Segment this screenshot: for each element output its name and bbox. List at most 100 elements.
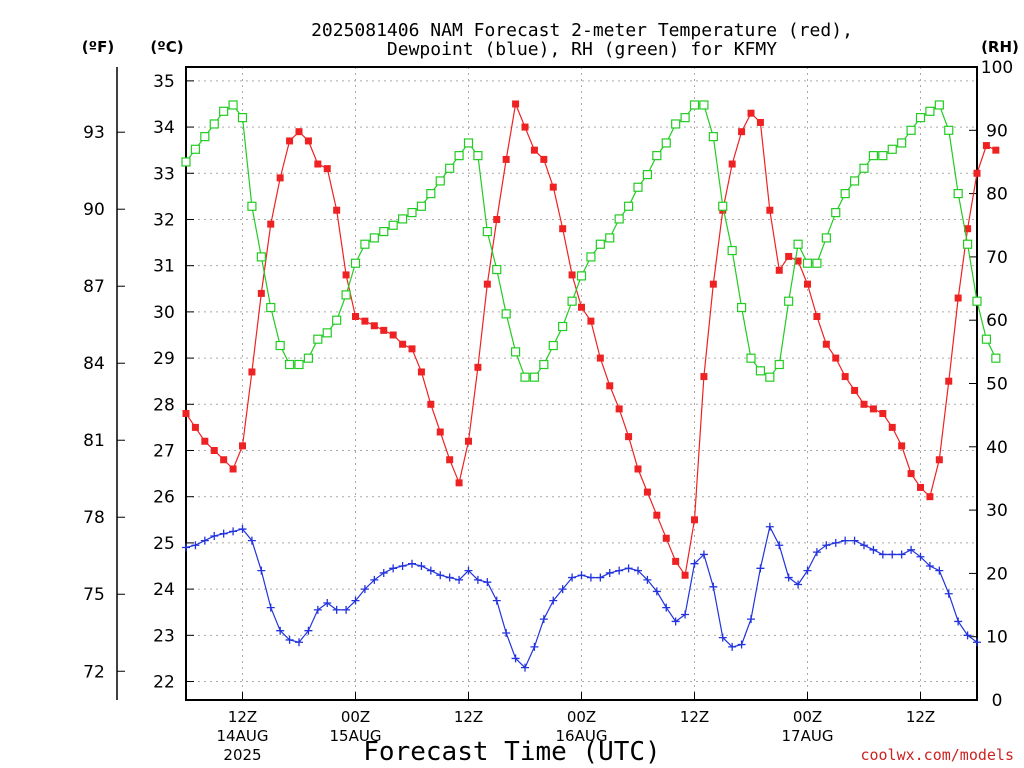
temperature-point [380, 326, 388, 334]
temperature-point [389, 331, 397, 339]
rh-point [962, 239, 973, 249]
rh-point [991, 353, 1001, 363]
dewpoint-series [182, 522, 981, 672]
dewpoint-point [530, 642, 539, 651]
rh-series [181, 100, 1001, 382]
celsius-tick-label: 32 [153, 210, 175, 230]
temperature-point [399, 340, 407, 348]
dewpoint-point [586, 573, 595, 582]
temperature-point [625, 433, 633, 441]
time-tick-label: 12Z [680, 708, 709, 726]
rh-tick-label: 10 [986, 628, 1008, 648]
time-tick-label: 12Z [906, 708, 935, 726]
rh-point [237, 113, 248, 123]
dewpoint-point [794, 580, 803, 589]
temperature-point [775, 266, 783, 274]
temperature-point [549, 183, 557, 191]
temperature-point [229, 465, 237, 473]
temperature-point [596, 354, 604, 362]
dewpoint-point [389, 564, 398, 573]
temperature-point [672, 557, 680, 565]
rh-tick-label: 20 [986, 564, 1008, 584]
fahrenheit-tick-label: 84 [83, 354, 105, 374]
celsius-tick-label: 35 [153, 72, 175, 92]
temperature-point [248, 368, 256, 376]
celsius-tick-label: 34 [153, 118, 175, 138]
dewpoint-point [464, 566, 473, 575]
time-tick-date: 16AUG [556, 727, 608, 745]
rh-point [774, 359, 784, 370]
dewpoint-point [266, 603, 275, 612]
rh-point [558, 321, 568, 332]
celsius-tick-label: 26 [153, 488, 175, 508]
temperature-point [898, 442, 906, 450]
dewpoint-point [502, 629, 511, 638]
rh-point [614, 214, 624, 224]
temperature-point [417, 368, 425, 376]
temperature-point [634, 465, 642, 473]
temperature-point [352, 313, 359, 321]
rh-point [369, 233, 379, 243]
temperature-point [643, 488, 651, 496]
dewpoint-point [408, 559, 416, 568]
temperature-point [917, 483, 924, 491]
temperature-point [427, 400, 435, 408]
gridlines [186, 67, 977, 700]
dewpoint-point [615, 566, 624, 575]
dewpoint-point [539, 615, 548, 624]
dewpoint-point [888, 550, 897, 559]
dewpoint-point [398, 562, 407, 571]
fahrenheit-axis-ticks: 72 75 78 81 84 87 90 93 [83, 123, 125, 682]
rh-point [520, 372, 530, 382]
temperature-point [606, 382, 614, 390]
rh-point [736, 302, 747, 313]
celsius-tick-label: 29 [153, 349, 175, 369]
dewpoint-point [624, 564, 633, 573]
temperature-point [257, 289, 265, 297]
rh-point [802, 258, 813, 268]
rh-point [181, 157, 191, 167]
rh-point [661, 138, 671, 148]
rh-point [887, 144, 897, 154]
time-tick-label: 12Z [454, 708, 483, 726]
dewpoint-point [210, 531, 219, 540]
dewpoint-point [285, 635, 294, 644]
dewpoint-point [747, 615, 755, 624]
temperature-point [474, 363, 482, 371]
dewpoint-point [954, 617, 963, 626]
rh-point [407, 207, 417, 218]
fahrenheit-tick-label: 72 [83, 662, 105, 682]
time-tick-date: 15AUG [330, 727, 382, 745]
dewpoint-point [426, 566, 435, 575]
rh-point [868, 151, 879, 161]
rh-point [463, 138, 474, 148]
temperature-point [728, 160, 736, 168]
fahrenheit-tick-label: 93 [83, 123, 105, 143]
celsius-tick-label: 31 [153, 257, 175, 277]
rh-point [746, 353, 756, 363]
rh-point [821, 233, 831, 243]
dewpoint-point [634, 566, 642, 575]
dewpoint-point [549, 596, 558, 605]
dewpoint-point [944, 589, 953, 598]
time-tick-label: 00Z [567, 708, 596, 726]
dewpoint-point [652, 587, 661, 596]
temperature-point [653, 511, 661, 519]
temperature-point [540, 155, 548, 163]
temperature-point [342, 271, 350, 279]
temperature-point [314, 160, 322, 168]
temperature-point [295, 128, 303, 136]
dewpoint-point [643, 575, 652, 584]
dewpoint-point [360, 585, 369, 594]
temperature-point [756, 118, 764, 126]
rh-point [567, 296, 577, 306]
rh-point [313, 334, 323, 344]
rh-tick-label: 30 [986, 501, 1008, 521]
temperature-point [907, 470, 915, 478]
temperature-point [530, 146, 538, 154]
rh-point [812, 258, 822, 268]
dewpoint-point [690, 559, 699, 568]
dewpoint-point [332, 605, 341, 614]
